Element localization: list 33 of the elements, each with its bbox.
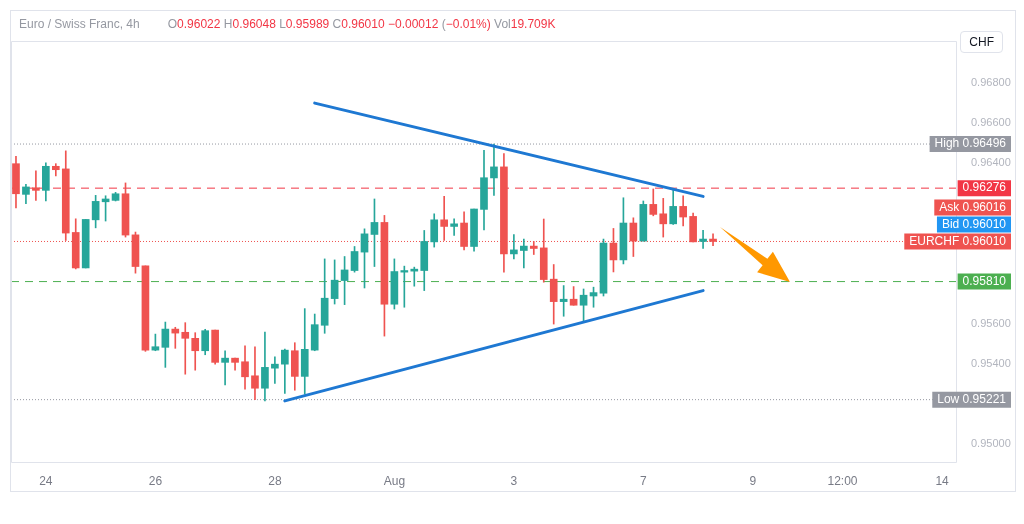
y-axis-title: CHF xyxy=(960,31,1003,53)
y-tick-label: 0.96400 xyxy=(971,156,1011,169)
ref-line-label: 0.96276 xyxy=(962,180,1007,195)
candlestick xyxy=(32,170,40,201)
ref-line-label: Low 0.95221 xyxy=(937,391,1007,406)
x-tick-label: 28 xyxy=(268,473,282,488)
x-tick-label: 24 xyxy=(39,473,53,488)
x-tick-label: 14 xyxy=(935,473,950,488)
chart-title: Euro / Swiss Franc, 4h xyxy=(19,17,140,31)
x-tick-label: 12:00 xyxy=(827,473,858,488)
candlestick xyxy=(520,238,528,269)
y-tick-label: 0.95600 xyxy=(971,316,1011,329)
x-tick-label: 9 xyxy=(749,473,757,488)
x-tick-label: 26 xyxy=(148,473,163,488)
candlestick xyxy=(699,230,707,249)
ref-line-label: 0.95810 xyxy=(962,273,1007,288)
ref-line-label: High 0.96496 xyxy=(934,136,1007,151)
candlestick xyxy=(450,218,458,236)
candlestick xyxy=(271,356,279,384)
y-tick-label: 0.95400 xyxy=(971,356,1011,369)
y-tick-label: 0.96600 xyxy=(971,116,1011,129)
x-tick-label: 3 xyxy=(510,473,518,488)
x-tick-label: 7 xyxy=(639,473,647,488)
ref-line-label: EURCHF 0.96010 xyxy=(909,233,1007,248)
text: O0.96022 H0.96048 L0.95989 C0.96010 −0.00012 (−0.01%) Vol19.709K xyxy=(167,17,556,31)
x-tick-label: Aug xyxy=(383,473,406,488)
candlestick xyxy=(221,350,229,386)
y-tick-label: 0.95000 xyxy=(971,436,1011,449)
y-tick-label: 0.96800 xyxy=(971,76,1011,89)
candlestick xyxy=(181,322,190,375)
annotation: Bid 0.96010 xyxy=(941,216,1007,231)
candlestick xyxy=(251,346,259,400)
annotation: Ask 0.96016 xyxy=(939,199,1007,214)
